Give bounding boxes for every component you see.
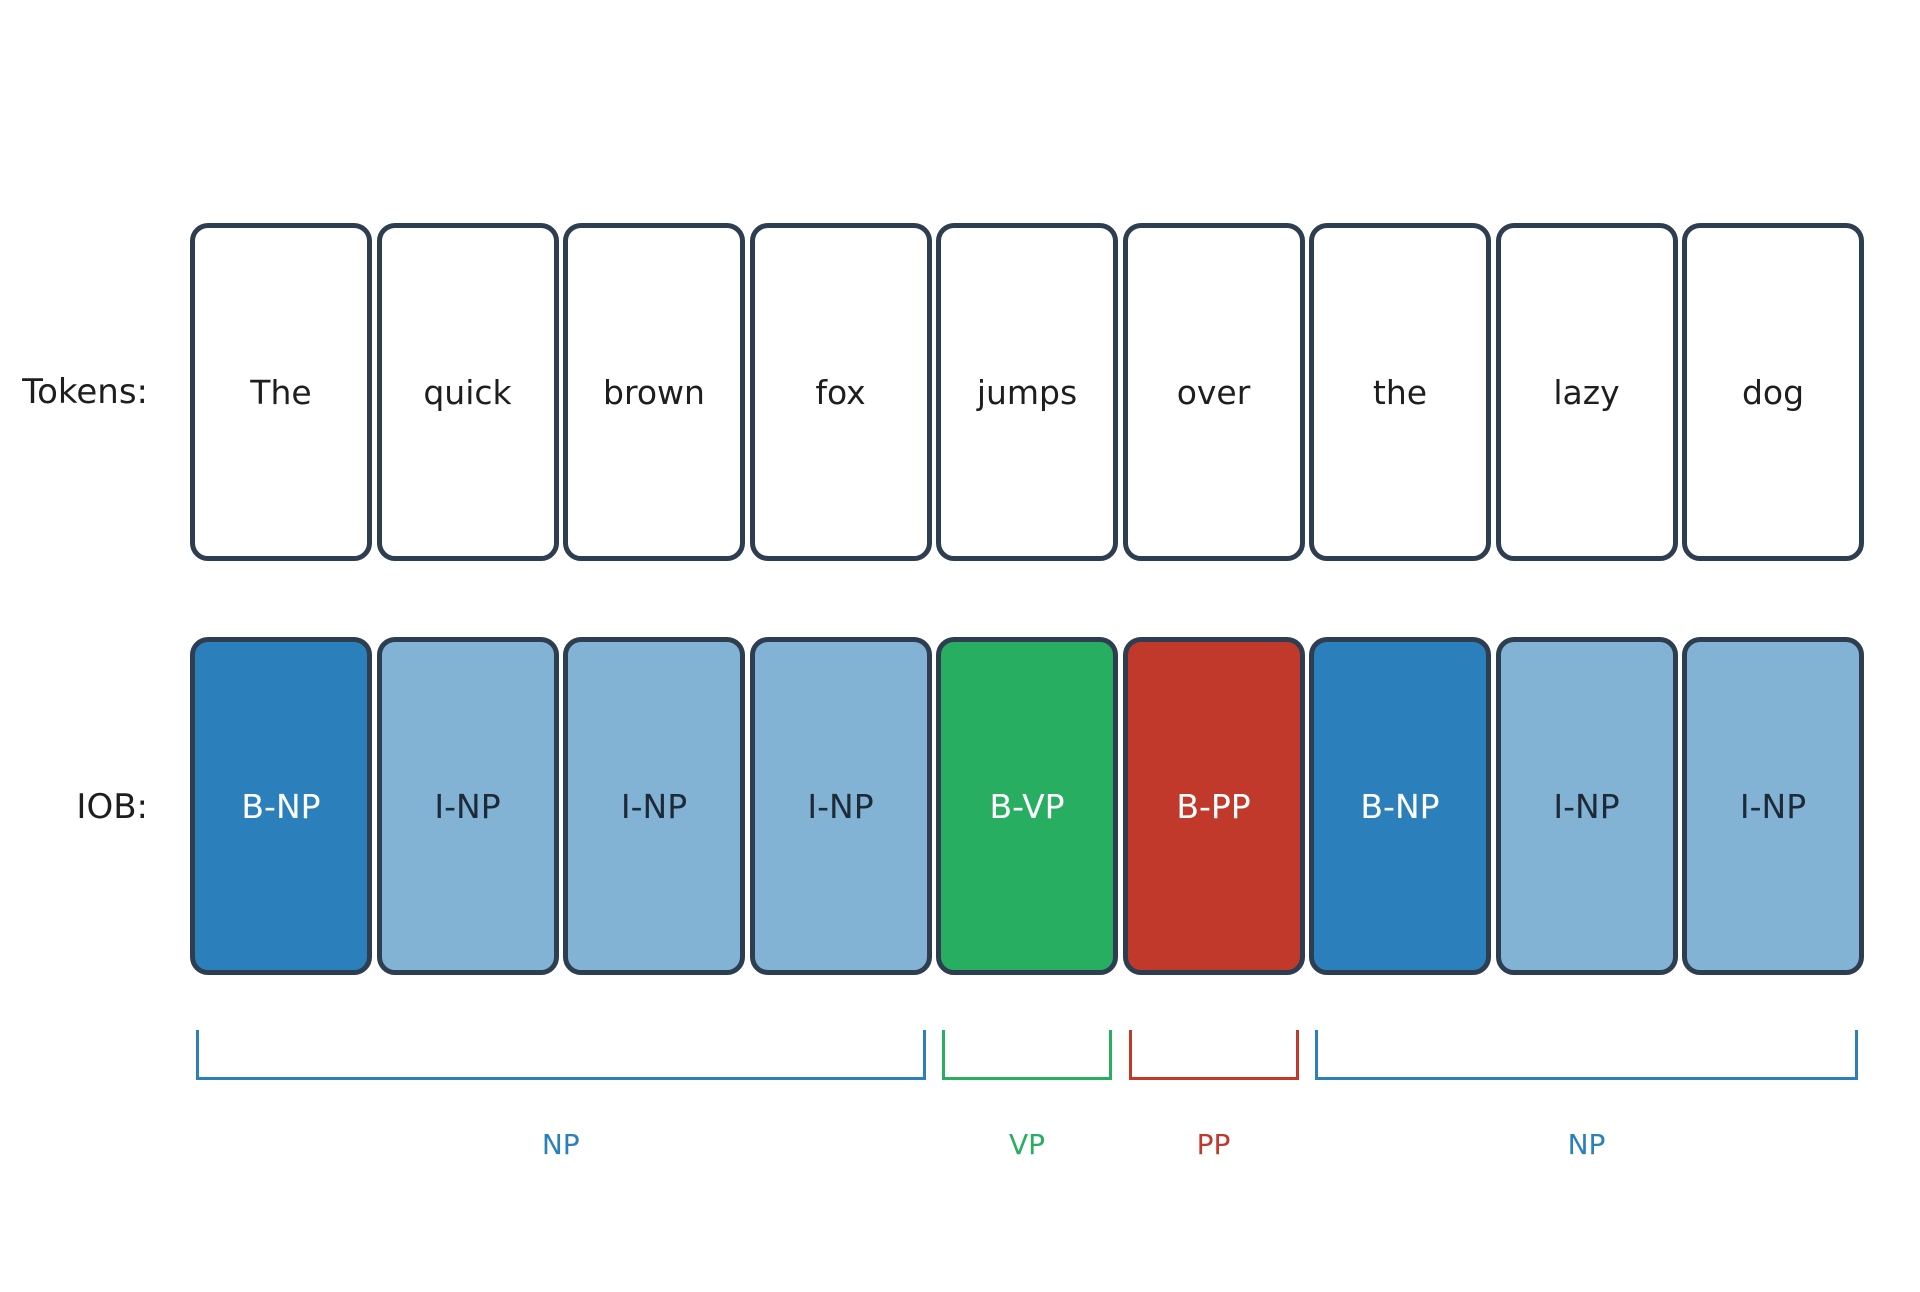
token-box: brown [563,223,745,561]
chunk-bracket [196,1030,926,1080]
chunk-label: NP [1567,1128,1606,1161]
chunk-bracket [942,1030,1112,1080]
token-box: dog [1682,223,1864,561]
iob-tag-box: I-NP [376,637,559,975]
iob-tag-box: I-NP [1495,637,1678,975]
token-box: lazy [1495,223,1678,561]
iob-tag-box: B-VP [936,637,1118,975]
token-box: The [190,223,372,561]
tokens-row-label: Tokens: [22,372,148,412]
iob-tag-box: B-NP [1309,637,1491,975]
iob-tag-box: B-PP [1122,637,1305,975]
iob-tag-box: I-NP [749,637,932,975]
chunk-label: VP [1008,1128,1046,1161]
iob-row-label: IOB: [76,787,148,827]
token-box: quick [376,223,559,561]
iob-tag-box: I-NP [563,637,745,975]
chunk-label: PP [1196,1128,1231,1161]
token-box: fox [749,223,932,561]
chunk-label: NP [541,1128,580,1161]
token-box: the [1309,223,1491,561]
chunk-bracket [1128,1030,1299,1080]
token-box: jumps [936,223,1118,561]
token-box: over [1122,223,1305,561]
chunk-bracket [1315,1030,1858,1080]
iob-tag-box: I-NP [1682,637,1864,975]
iob-tag-box: B-NP [190,637,372,975]
